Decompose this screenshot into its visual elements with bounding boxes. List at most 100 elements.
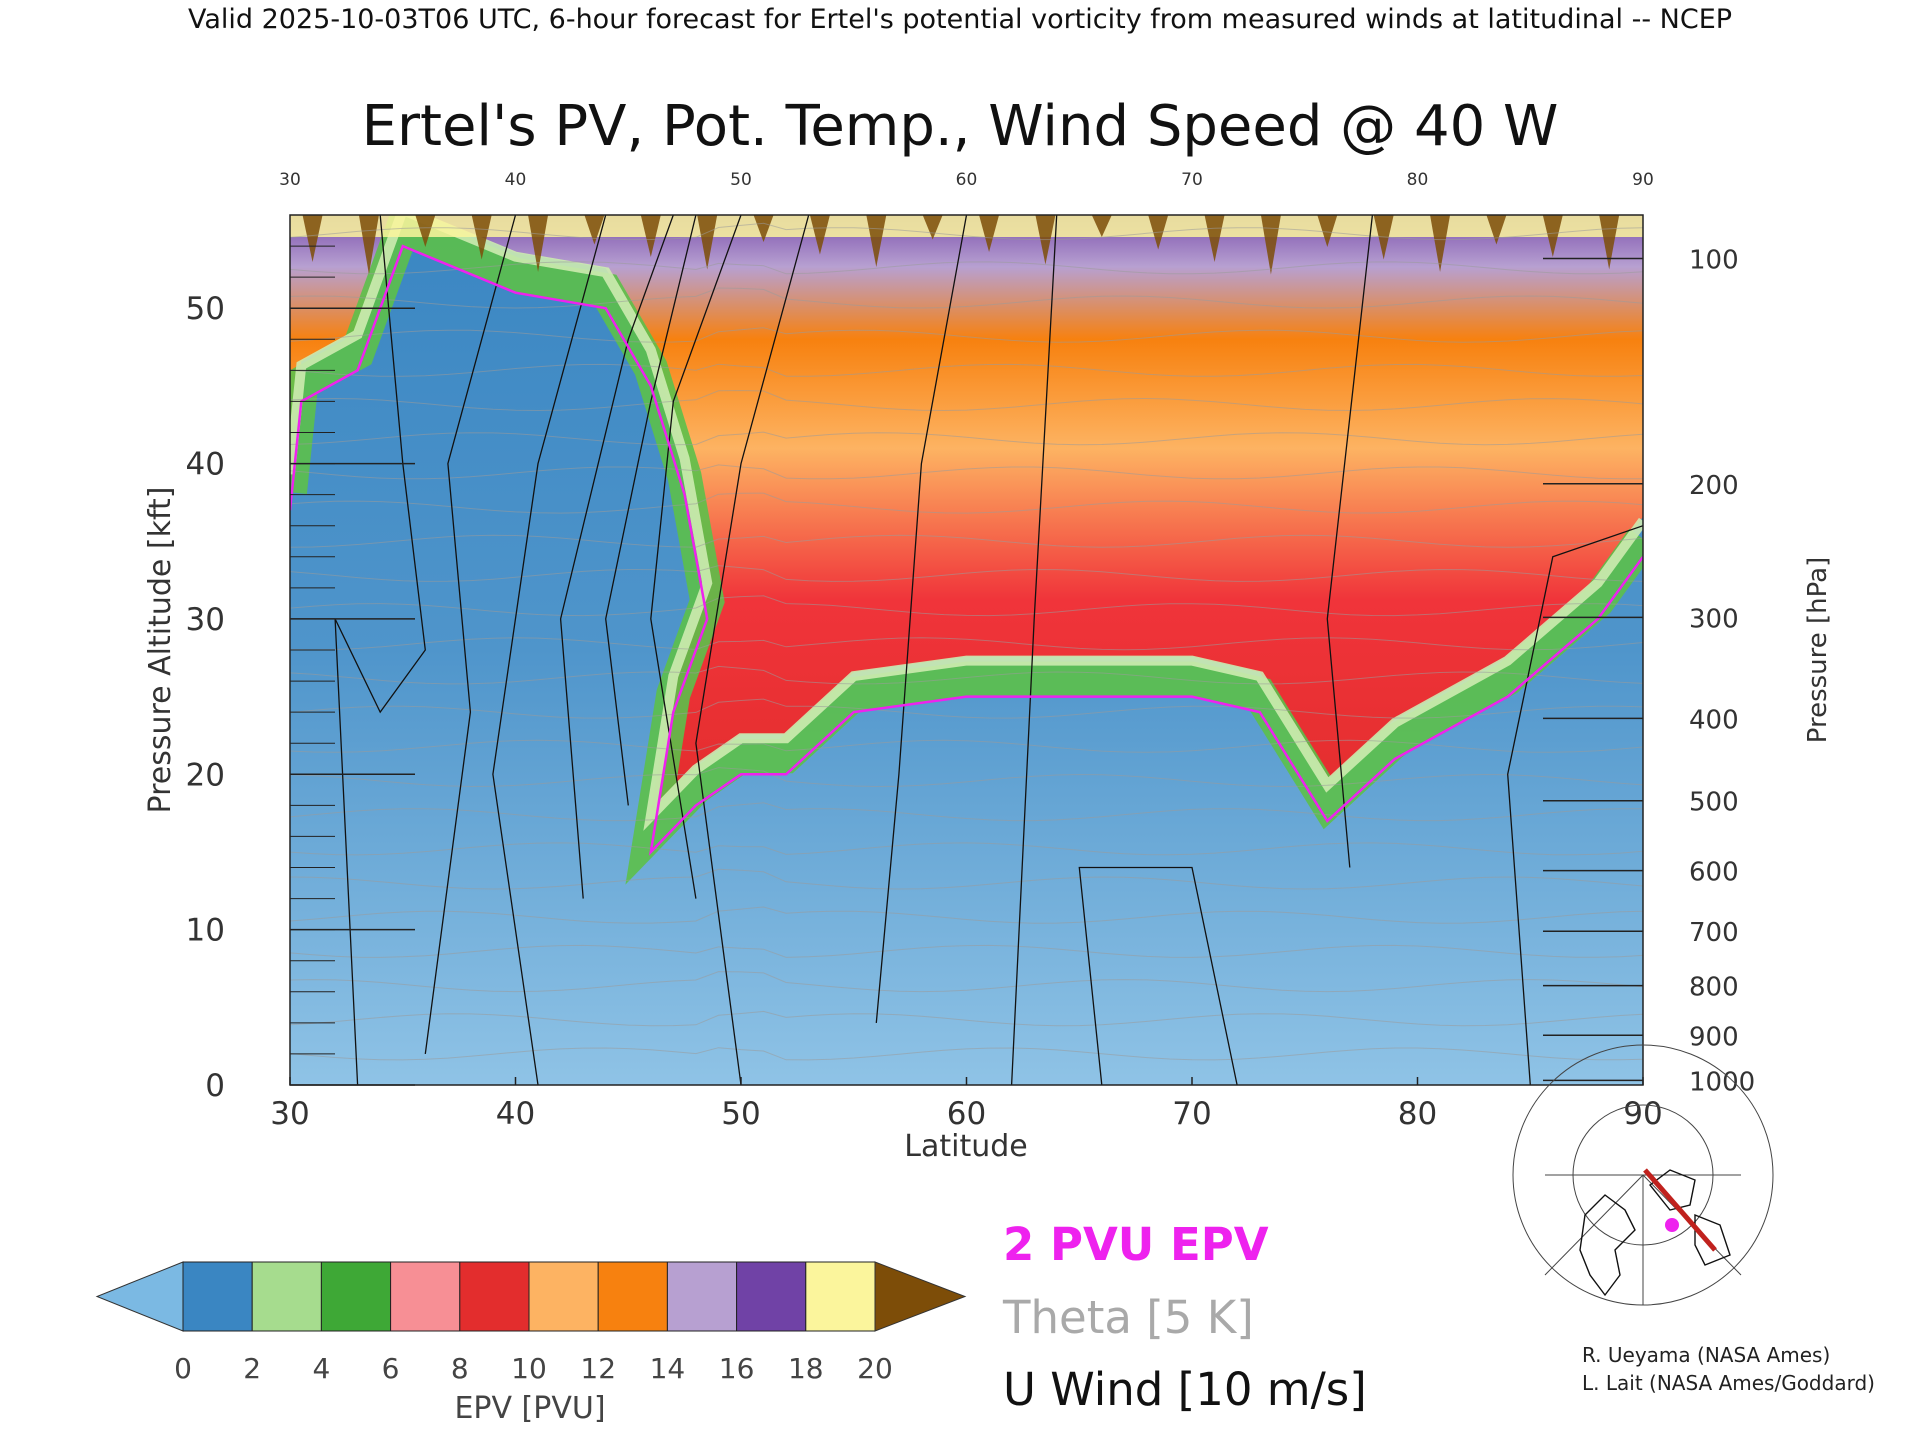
theta-contour: [290, 767, 1643, 788]
theta-contour: [290, 665, 1643, 685]
u-wind-contour: [1078, 866, 1238, 1085]
theta-contour: [290, 1047, 1643, 1061]
x-tick-label: 90: [1623, 1096, 1662, 1132]
pv-2pvu-contour: [290, 244, 1643, 856]
theta-contour: [290, 971, 1643, 993]
u-wind-contour: [875, 215, 968, 1023]
x-axis-bottom: 30 40 50 60 70 80 90: [270, 1077, 1663, 1132]
u-wind-contour: [650, 215, 742, 899]
epv-colorbar: 0 2 4 6 8 10 12 14 16 18 20: [95, 1261, 967, 1385]
colorbar-tick-label: 2: [243, 1352, 261, 1385]
x-tick-label: 80: [1398, 1096, 1437, 1132]
colorbar-label: EPV [PVU]: [454, 1391, 605, 1426]
colorbar-over-triangle: [874, 1261, 967, 1332]
epv-above-20-spike: [753, 215, 774, 242]
epv-above-20-spike: [809, 215, 830, 255]
pressure-tick-label: 200: [1689, 471, 1739, 501]
epv-above-20-spike: [979, 215, 1000, 252]
colorbar-tick-label: 20: [857, 1352, 893, 1385]
theta-contour: [290, 287, 1643, 309]
pressure-tick-label: 800: [1689, 973, 1739, 1003]
x-top-tick-label: 80: [1407, 170, 1429, 190]
colorbar-tick-label: 14: [650, 1352, 686, 1385]
x-tick-label: 30: [270, 1096, 309, 1132]
theta-contour: [290, 534, 1643, 548]
epv-above-20-spike: [528, 215, 549, 272]
colorbar-segment: [805, 1261, 876, 1332]
theta-contour: [290, 802, 1643, 822]
pressure-tick-label: 400: [1689, 705, 1739, 735]
pressure-tick-label: 600: [1689, 858, 1739, 888]
u-wind-contour: [559, 215, 674, 899]
theta-contour: [290, 906, 1643, 924]
theta-contour: [290, 698, 1643, 719]
epv-above-20-spike: [922, 215, 943, 240]
theta-contour: [290, 222, 1643, 241]
colorbar-segment: [597, 1261, 668, 1332]
theta-contour: [290, 739, 1643, 753]
x-axis-top: 30 40 50 60 70 80 90: [279, 170, 1654, 190]
valid-time-header: Valid 2025-10-03T06 UTC, 6-hour forecast…: [188, 4, 1732, 35]
colorbar-under-triangle: [95, 1261, 184, 1332]
colorbar-segment: [459, 1261, 530, 1332]
tropopause-green-band: [290, 215, 1643, 885]
theta-contour: [290, 1010, 1643, 1027]
y-axis-left: 0 10 20 30 40 50: [186, 245, 415, 1104]
u-wind-contour: [334, 215, 426, 1085]
epv-above-20-spike: [1091, 215, 1112, 237]
x-top-tick-label: 70: [1181, 170, 1203, 190]
u-wind-contour: [492, 215, 607, 1085]
credit-line-2: L. Lait (NASA Ames/Goddard): [1582, 1371, 1875, 1395]
u-wind-contour: [1326, 215, 1374, 868]
chart-title: Ertel's PV, Pot. Temp., Wind Speed @ 40 …: [362, 94, 1559, 159]
theta-contour: [290, 389, 1643, 412]
colorbar-segment: [320, 1261, 392, 1332]
colorbar-segment: [736, 1261, 807, 1332]
credit-line-1: R. Ueyama (NASA Ames): [1582, 1343, 1830, 1367]
x-tick-label: 50: [721, 1096, 760, 1132]
y-tick-label: 50: [186, 291, 225, 327]
epv-above-20-spike: [640, 215, 661, 257]
x-top-tick-label: 30: [279, 170, 301, 190]
pressure-tick-label: 700: [1689, 918, 1739, 948]
pressure-tick-label: 300: [1689, 604, 1739, 634]
x-top-tick-label: 40: [505, 170, 527, 190]
x-axis-label: Latitude: [904, 1129, 1027, 1164]
colorbar-segment: [251, 1261, 322, 1332]
epv-above-20-spike: [1317, 215, 1338, 247]
theta-contour: [290, 327, 1643, 343]
y-axis-left-label: Pressure Altitude [kft]: [143, 487, 178, 814]
theta-contours: [290, 222, 1643, 1061]
epv-above-20-spike: [1430, 215, 1451, 272]
theta-contour: [290, 464, 1643, 480]
x-top-tick-label: 90: [1632, 170, 1654, 190]
pressure-tick-label: 900: [1689, 1022, 1739, 1052]
epv-above-20-spike: [584, 215, 605, 245]
legend-pv: 2 PVU EPV: [1003, 1218, 1269, 1271]
theta-contour: [290, 363, 1643, 377]
x-top-tick-label: 60: [956, 170, 978, 190]
u-wind-contours: [334, 215, 1643, 1085]
u-wind-contour: [605, 215, 697, 806]
theta-contour: [290, 492, 1643, 514]
x-tick-label: 40: [496, 1096, 535, 1132]
u-wind-contour: [1010, 215, 1058, 1085]
colorbar-tick-label: 8: [451, 1352, 469, 1385]
top-yellow-band: [290, 215, 1643, 237]
colorbar-tick-label: 6: [382, 1352, 400, 1385]
epv-field: [290, 215, 1643, 1085]
epv-above-20-spike: [1542, 215, 1563, 257]
theta-contour: [290, 637, 1643, 651]
x-tick-label: 70: [1172, 1096, 1211, 1132]
polar-map-icon: [1512, 1044, 1774, 1306]
epv-above-20-spike: [1204, 215, 1225, 262]
theta-contour: [290, 261, 1643, 275]
theta-contour: [290, 565, 1643, 582]
epv-above-20-spike: [415, 215, 436, 247]
y-tick-label: 10: [186, 913, 225, 949]
epv-above-20-spike: [1486, 215, 1507, 245]
colorbar-segment: [528, 1261, 599, 1332]
theta-contour: [290, 595, 1643, 617]
